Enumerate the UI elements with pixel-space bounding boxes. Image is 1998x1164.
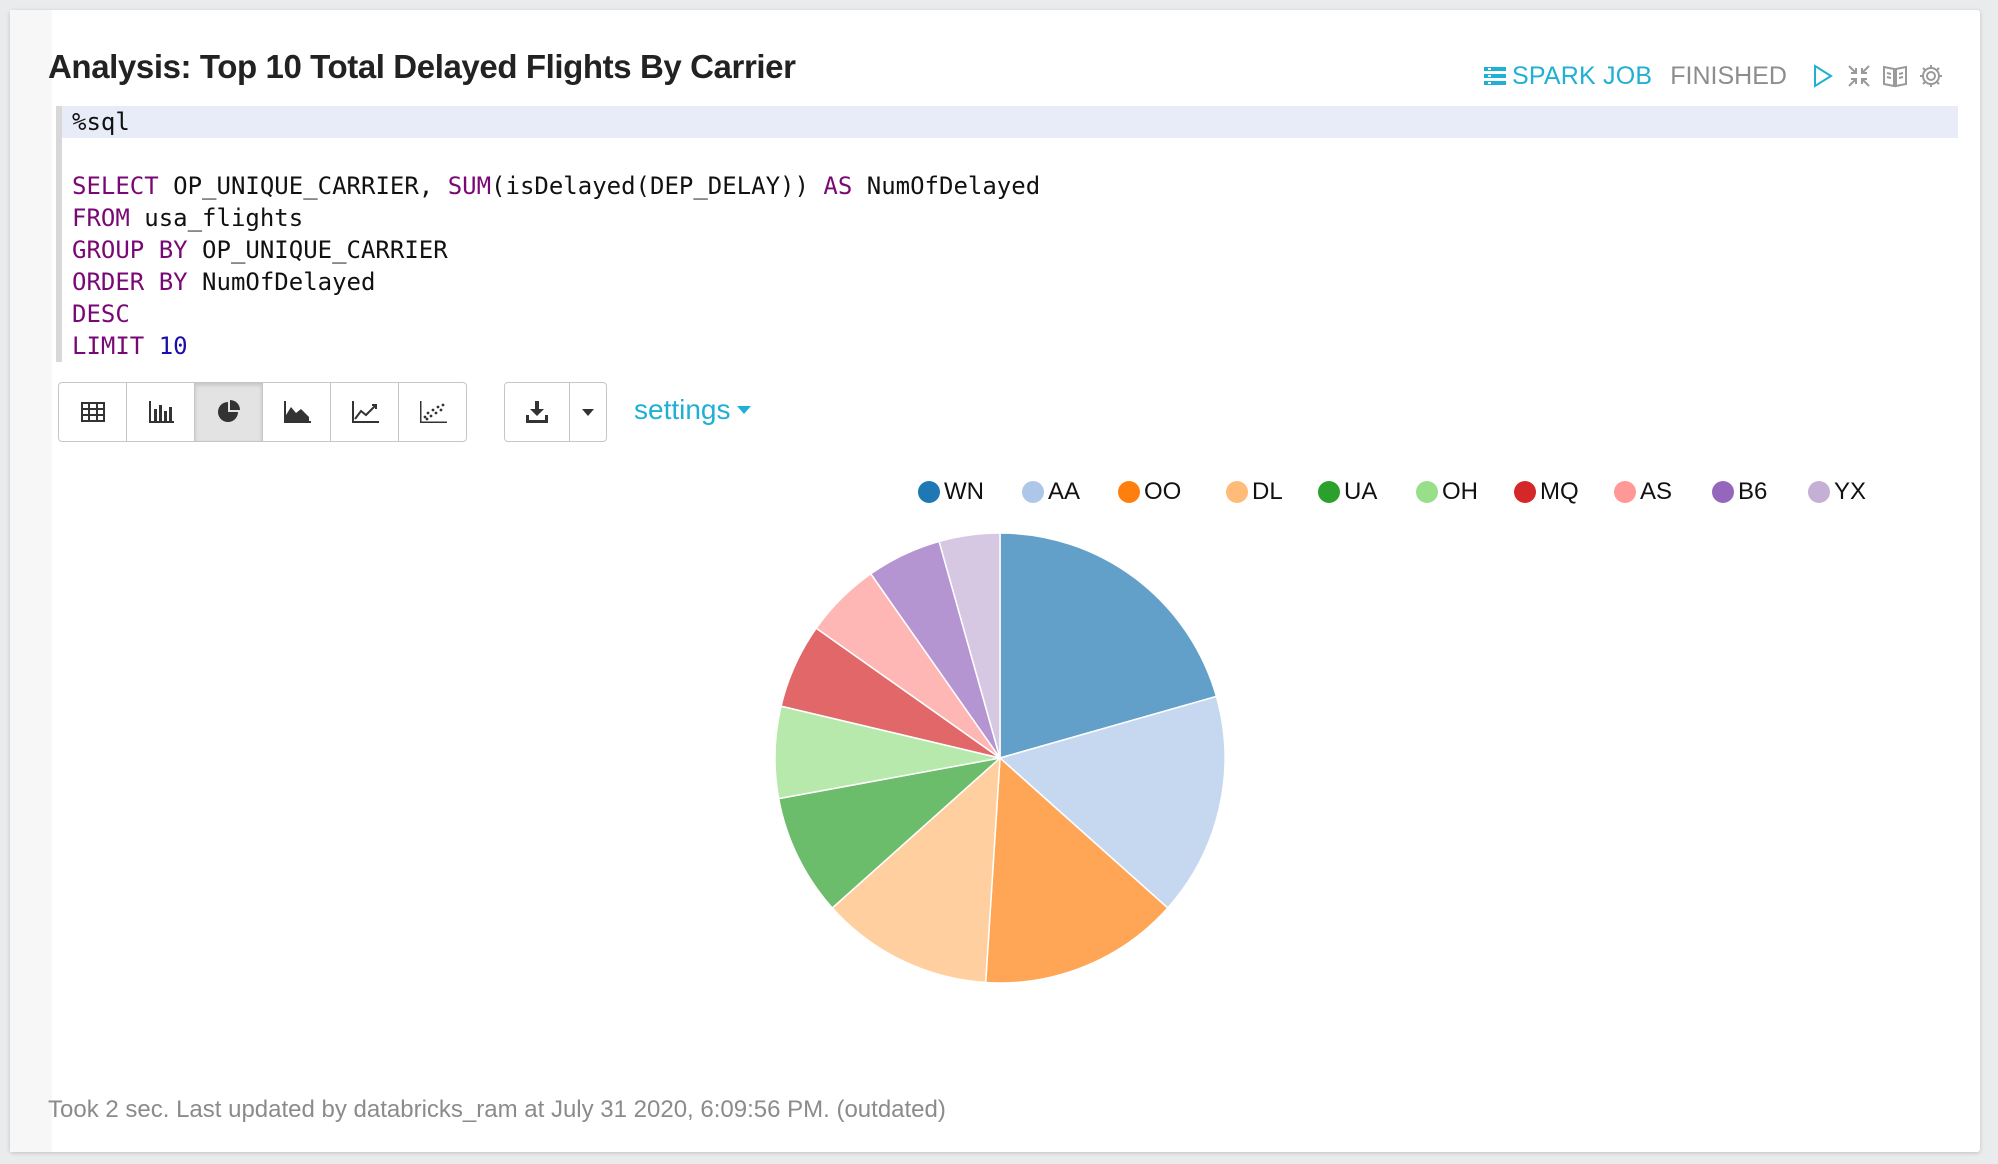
pie-slice-yx[interactable] bbox=[938, 532, 1001, 759]
caret-down-icon bbox=[736, 406, 751, 414]
gear-icon[interactable] bbox=[1913, 58, 1949, 94]
line-chart-button[interactable] bbox=[331, 383, 399, 441]
legend-label: OO bbox=[1144, 478, 1182, 505]
legend-label: YX bbox=[1834, 478, 1867, 505]
area-chart-button[interactable] bbox=[263, 383, 331, 441]
legend-label: WN bbox=[944, 478, 984, 505]
legend-swatch bbox=[1808, 481, 1830, 503]
legend-swatch bbox=[1614, 481, 1636, 503]
legend-label: OH bbox=[1442, 478, 1478, 505]
pie-slice-ua[interactable] bbox=[777, 756, 1003, 910]
pie-chart-button[interactable] bbox=[195, 383, 263, 441]
legend-swatch bbox=[918, 481, 940, 503]
legend-item-mq[interactable]: MQ bbox=[1514, 475, 1579, 509]
pie-slice-aa[interactable] bbox=[998, 695, 1226, 910]
legend-item-yx[interactable]: YX bbox=[1808, 475, 1866, 509]
settings-dropdown[interactable]: settings bbox=[634, 394, 751, 426]
pie-slice-oo[interactable] bbox=[984, 756, 1169, 984]
legend-swatch bbox=[1226, 481, 1248, 503]
code-editor[interactable]: %sql SELECT OP_UNIQUE_CARRIER, SUM(isDel… bbox=[56, 106, 1958, 362]
line-chart-icon bbox=[351, 401, 379, 423]
chevron-down-icon bbox=[582, 409, 594, 416]
download-button[interactable] bbox=[505, 383, 570, 441]
code-line-desc: DESC bbox=[72, 300, 130, 328]
legend-label: B6 bbox=[1738, 478, 1768, 505]
legend-label: DL bbox=[1252, 478, 1283, 505]
spark-job-icon bbox=[1484, 67, 1506, 85]
table-view-button[interactable] bbox=[59, 383, 127, 441]
spark-job-button[interactable]: SPARK JOB bbox=[1484, 62, 1652, 91]
code-line-magic: %sql bbox=[62, 106, 1958, 138]
book-icon[interactable] bbox=[1877, 58, 1913, 94]
legend-item-b6[interactable]: B6 bbox=[1712, 475, 1767, 509]
legend-item-oh[interactable]: OH bbox=[1416, 475, 1478, 509]
legend-label: UA bbox=[1344, 478, 1378, 505]
code-line-select: SELECT OP_UNIQUE_CARRIER, SUM(isDelayed(… bbox=[72, 172, 1041, 200]
notebook-cell: Analysis: Top 10 Total Delayed Flights B… bbox=[10, 10, 1980, 1152]
legend-label: AA bbox=[1048, 478, 1081, 505]
cell-footer-status: Took 2 sec. Last updated by databricks_r… bbox=[48, 1096, 946, 1123]
legend-label: MQ bbox=[1540, 478, 1579, 505]
pie-slice-wn[interactable] bbox=[999, 532, 1218, 759]
download-icon bbox=[526, 401, 548, 423]
legend-swatch bbox=[1118, 481, 1140, 503]
legend-item-ua[interactable]: UA bbox=[1318, 475, 1377, 509]
legend-swatch bbox=[1318, 481, 1340, 503]
legend-item-dl[interactable]: DL bbox=[1226, 475, 1283, 509]
legend-item-as[interactable]: AS bbox=[1614, 475, 1672, 509]
area-chart-icon bbox=[283, 401, 311, 423]
code-line-group-by: GROUP BY OP_UNIQUE_CARRIER bbox=[72, 236, 448, 264]
code-line-blank bbox=[62, 138, 1958, 170]
legend-item-oo[interactable]: OO bbox=[1118, 475, 1181, 509]
pie-chart-icon bbox=[217, 400, 240, 422]
legend-swatch bbox=[1022, 481, 1044, 503]
bar-chart-button[interactable] bbox=[127, 383, 195, 441]
code-line-order-by: ORDER BY NumOfDelayed bbox=[72, 268, 376, 296]
legend-swatch bbox=[1712, 481, 1734, 503]
scatter-chart-icon bbox=[419, 401, 447, 423]
pie-slice-dl[interactable] bbox=[831, 756, 1001, 984]
cell-left-rail bbox=[10, 10, 52, 1152]
legend-item-aa[interactable]: AA bbox=[1022, 475, 1080, 509]
settings-label: settings bbox=[634, 394, 731, 425]
download-options-dropdown[interactable] bbox=[570, 383, 606, 441]
bar-chart-icon bbox=[148, 401, 174, 423]
collapse-icon[interactable] bbox=[1841, 58, 1877, 94]
cell-title: Analysis: Top 10 Total Delayed Flights B… bbox=[48, 48, 796, 85]
status-badge: FINISHED bbox=[1670, 61, 1787, 90]
legend-swatch bbox=[1514, 481, 1536, 503]
legend-item-wn[interactable]: WN bbox=[918, 475, 984, 509]
play-icon[interactable] bbox=[1805, 58, 1841, 94]
table-icon bbox=[80, 402, 105, 422]
scatter-chart-button[interactable] bbox=[399, 383, 466, 441]
code-line-from: FROM usa_flights bbox=[72, 204, 304, 232]
download-toolbar bbox=[504, 382, 607, 442]
legend-label: AS bbox=[1640, 478, 1673, 505]
pie-chart bbox=[774, 532, 1226, 984]
cell-status-bar: SPARK JOB FINISHED bbox=[1484, 58, 1949, 94]
spark-job-label: SPARK JOB bbox=[1512, 61, 1653, 90]
legend-swatch bbox=[1416, 481, 1438, 503]
visualization-toolbar bbox=[58, 382, 467, 442]
code-line-limit: LIMIT 10 bbox=[72, 332, 188, 360]
